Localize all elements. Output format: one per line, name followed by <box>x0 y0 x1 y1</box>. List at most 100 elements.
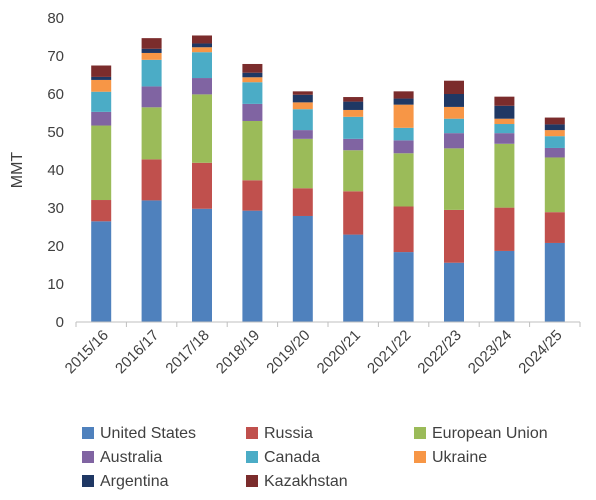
bar-segment-australia <box>141 86 162 108</box>
bars-group <box>91 35 565 322</box>
bar-segment-argentina <box>91 76 112 80</box>
bar-segment-argentina <box>141 48 162 53</box>
bar-segment-ukraine <box>242 77 263 83</box>
x-tick-label: 2019/20 <box>263 327 313 377</box>
bar-segment-european-union <box>292 138 313 189</box>
legend-label-australia: Australia <box>100 449 162 466</box>
bar-segment-european-union <box>91 125 112 201</box>
bar-segment-kazakhstan <box>192 35 212 44</box>
bar-segment-ukraine <box>494 118 515 125</box>
legend-swatch-argentina <box>82 475 94 487</box>
bar-segment-australia <box>91 111 112 126</box>
legend-swatch-ukraine <box>414 451 426 463</box>
legend-label-united-states: United States <box>100 425 196 442</box>
bar-segment-kazakhstan <box>544 117 565 125</box>
bar-segment-european-union <box>192 94 212 163</box>
legend-swatch-united-states <box>82 427 94 439</box>
y-tick-label: 20 <box>47 238 64 255</box>
legend-swatch-kazakhstan <box>246 475 258 487</box>
y-tick-label: 60 <box>47 86 64 103</box>
bar-segment-canada <box>544 136 565 148</box>
x-tick-label: 2017/18 <box>162 327 212 377</box>
bar-segment-canada <box>292 109 313 131</box>
x-tick-label: 2023/24 <box>465 327 515 377</box>
y-tick-label: 40 <box>47 162 64 179</box>
bar-segment-canada <box>192 52 212 79</box>
bar-segment-russia <box>544 212 565 243</box>
bar-segment-australia <box>494 133 515 144</box>
bar-segment-united-states <box>192 208 212 322</box>
legend-label-russia: Russia <box>264 425 313 442</box>
bar-segment-united-states <box>292 215 313 322</box>
bar-segment-kazakhstan <box>292 91 313 95</box>
bar-segment-australia <box>343 138 364 151</box>
y-tick-label: 80 <box>47 10 64 27</box>
bar-segment-canada <box>242 82 263 104</box>
legend: United States Russia European Union Austral… <box>82 425 548 490</box>
bar-segment-ukraine <box>544 130 565 137</box>
bar-segment-united-states <box>242 210 263 322</box>
legend-label-kazakhstan: Kazakhstan <box>264 473 348 490</box>
x-tick-label: 2022/23 <box>414 327 464 377</box>
bar-segment-russia <box>242 180 263 211</box>
bar-segment-united-states <box>544 242 565 322</box>
bar-segment-united-states <box>393 252 414 322</box>
bar-segment-argentina <box>494 105 515 119</box>
bar-segment-kazakhstan <box>494 96 515 106</box>
bar-segment-russia <box>91 200 112 222</box>
y-tick-label: 0 <box>56 314 64 331</box>
bar-segment-australia <box>393 140 414 154</box>
bar-segment-russia <box>494 207 515 251</box>
bar-segment-united-states <box>343 234 364 322</box>
bar-segment-argentina <box>242 72 263 78</box>
x-tick-label: 2024/25 <box>515 327 565 377</box>
bar-segment-ukraine <box>444 106 464 119</box>
bar-segment-russia <box>444 209 464 263</box>
y-tick-label: 70 <box>47 48 64 65</box>
legend-swatch-russia <box>246 427 258 439</box>
bar-segment-united-states <box>91 221 112 322</box>
bar-segment-ukraine <box>91 79 112 92</box>
bar-segment-european-union <box>544 157 565 213</box>
bar-segment-kazakhstan <box>91 65 112 77</box>
bar-segment-canada <box>393 127 414 141</box>
bar-segment-australia <box>192 78 212 95</box>
bar-segment-european-union <box>393 153 414 207</box>
bar-segment-canada <box>494 124 515 134</box>
bar-segment-russia <box>343 191 364 235</box>
bar-segment-kazakhstan <box>343 97 364 102</box>
bar-segment-ukraine <box>141 52 162 60</box>
legend-label-argentina: Argentina <box>100 473 169 490</box>
bar-segment-australia <box>292 130 313 139</box>
bar-segment-argentina <box>444 94 464 107</box>
bar-segment-russia <box>141 159 162 201</box>
bar-segment-ukraine <box>393 104 414 128</box>
x-tick-label: 2016/17 <box>112 327 162 377</box>
bar-segment-russia <box>192 162 212 209</box>
legend-label-ukraine: Ukraine <box>432 449 487 466</box>
bar-segment-canada <box>444 118 464 134</box>
legend-label-european-union: European Union <box>432 425 548 442</box>
bar-segment-united-states <box>141 200 162 322</box>
bar-segment-european-union <box>494 143 515 208</box>
x-axis: 2015/16 2016/17 2017/18 2018/19 2019/20 2020/… <box>62 321 581 377</box>
bar-segment-canada <box>91 91 112 112</box>
bar-segment-argentina <box>343 101 364 110</box>
bar-segment-european-union <box>141 107 162 160</box>
bar-segment-argentina <box>292 94 313 103</box>
bar-segment-united-states <box>444 262 464 322</box>
bar-segment-russia <box>292 188 313 216</box>
bar-segment-russia <box>393 206 414 253</box>
y-axis: 0 10 20 30 40 50 60 70 80 <box>47 10 64 331</box>
y-axis-title: MMT <box>9 152 26 189</box>
bar-segment-european-union <box>242 120 263 181</box>
x-tick-label: 2015/16 <box>62 327 112 377</box>
bar-segment-australia <box>242 103 263 121</box>
bar-segment-european-union <box>444 148 464 210</box>
bar-segment-kazakhstan <box>444 80 464 94</box>
y-tick-label: 30 <box>47 200 64 217</box>
bar-segment-kazakhstan <box>393 91 414 99</box>
bar-segment-ukraine <box>292 102 313 110</box>
